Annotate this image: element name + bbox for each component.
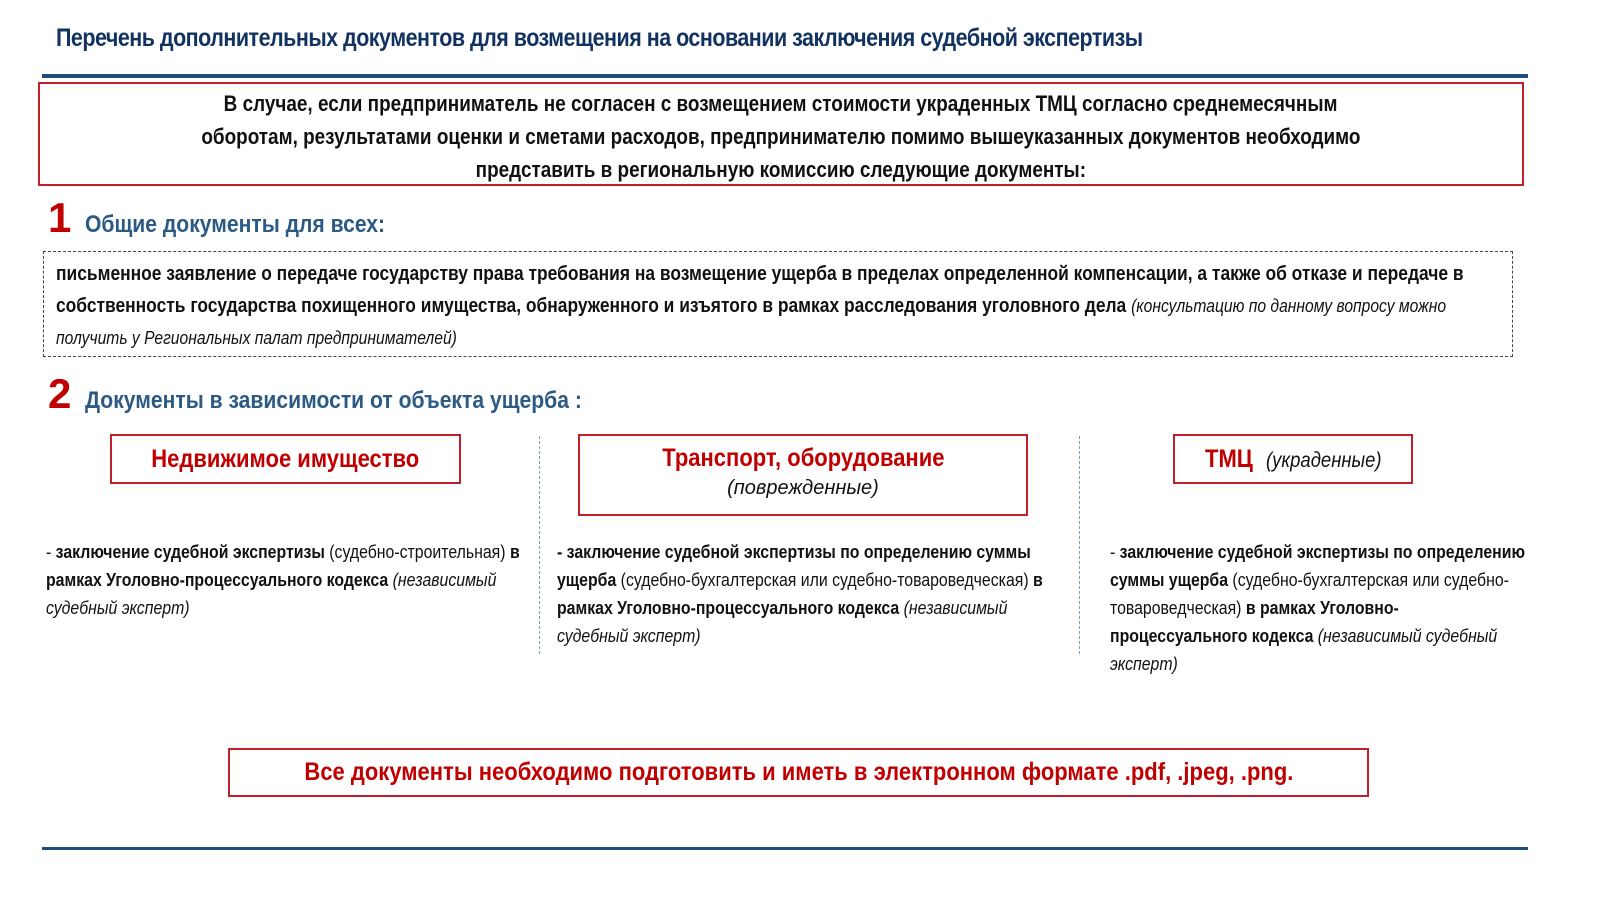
- intro-line: В случае, если предприниматель не соглас…: [224, 91, 1338, 116]
- section-label: Общие документы для всех:: [85, 211, 386, 238]
- category-subtitle: (украденные): [1265, 449, 1382, 472]
- category-subtitle: (поврежденные): [727, 477, 879, 499]
- category-title: Транспорт, оборудование: [661, 444, 945, 472]
- category-requirement: - заключение судебной экспертизы по опре…: [1110, 538, 1530, 678]
- section-number: 1: [48, 194, 72, 241]
- requirement-text-segment: заключение судебной экспертизы: [55, 542, 325, 562]
- intro-line: оборотам, результатами оценки и сметами …: [201, 124, 1361, 149]
- requirement-text-segment: заключение судебной экспертизы по опреде…: [1110, 542, 1525, 590]
- category-title: Недвижимое имущество: [151, 445, 420, 473]
- requirement-text-segment: (независимый судебный эксперт): [46, 570, 497, 618]
- category-real-estate: Недвижимое имущество: [110, 434, 461, 484]
- category-goods: ТМЦ (украденные): [1173, 434, 1413, 484]
- category-transport: Транспорт, оборудование (поврежденные): [578, 434, 1028, 516]
- top-divider: [42, 74, 1528, 78]
- requirement-text-segment: -: [46, 542, 56, 562]
- format-notice: Все документы необходимо подготовить и и…: [228, 748, 1369, 797]
- category-requirement: - заключение судебной экспертизы (судебн…: [46, 538, 536, 622]
- intro-box: В случае, если предприниматель не соглас…: [38, 82, 1524, 186]
- section-label: Документы в зависимости от объекта ущерб…: [85, 387, 583, 414]
- requirement-text-segment: -: [1110, 542, 1120, 562]
- general-documents-box: письменное заявление о передаче государс…: [43, 251, 1513, 357]
- general-document-text: письменное заявление о передаче государс…: [56, 263, 1464, 317]
- section-2-heading: 2 Документы в зависимости от объекта уще…: [48, 370, 650, 418]
- requirement-text-segment: в рамках Уголовно-процессуального кодекс…: [1110, 598, 1399, 646]
- format-notice-text: Все документы необходимо подготовить и и…: [304, 758, 1293, 786]
- bottom-divider: [42, 847, 1528, 850]
- category-requirement: - заключение судебной экспертизы по опре…: [557, 538, 1072, 650]
- requirement-text-segment: в рамках Уголовно-процессуального кодекс…: [557, 570, 1043, 618]
- requirement-text-segment: - заключение судебной экспертизы по опре…: [557, 542, 1031, 590]
- requirement-text-segment: (независимый судебный эксперт): [1110, 626, 1498, 674]
- column-divider: [1079, 436, 1080, 654]
- section-number: 2: [48, 370, 72, 417]
- section-1-heading: 1 Общие документы для всех:: [48, 194, 426, 242]
- intro-line: представить в региональную комиссию след…: [475, 157, 1087, 182]
- page-title: Перечень дополнительных документов для в…: [56, 24, 1143, 52]
- requirement-text-segment: (судебно-бухгалтерская или судебно-товар…: [1110, 570, 1509, 618]
- requirement-text-segment: (судебно-бухгалтерская или судебно-товар…: [616, 570, 1034, 590]
- column-divider: [539, 436, 540, 654]
- general-document-note: (консультацию по данному вопросу можно п…: [56, 296, 1447, 348]
- category-title: ТМЦ: [1204, 445, 1253, 473]
- requirement-text-segment: в рамках Уголовно-процессуального кодекс…: [46, 542, 520, 590]
- requirement-text-segment: (судебно-строительная): [324, 542, 510, 562]
- requirement-text-segment: (независимый судебный эксперт): [557, 598, 1008, 646]
